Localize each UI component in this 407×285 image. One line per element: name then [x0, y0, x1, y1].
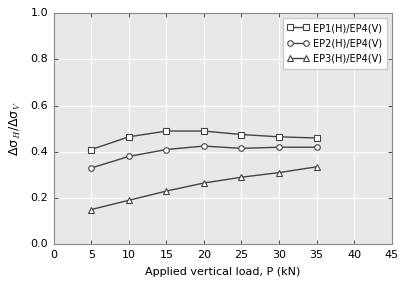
- EP3(H)/EP4(V): [201, 181, 206, 185]
- EP1(H)/EP4(V): [126, 135, 131, 139]
- EP2(H)/EP4(V): [314, 146, 319, 149]
- EP2(H)/EP4(V): [89, 166, 94, 170]
- EP3(H)/EP4(V): [314, 165, 319, 168]
- Line: EP1(H)/EP4(V): EP1(H)/EP4(V): [88, 128, 319, 152]
- Y-axis label: Δσ$_H$/Δσ$_V$: Δσ$_H$/Δσ$_V$: [8, 101, 24, 156]
- Line: EP3(H)/EP4(V): EP3(H)/EP4(V): [88, 164, 319, 212]
- EP2(H)/EP4(V): [239, 147, 244, 150]
- EP3(H)/EP4(V): [89, 208, 94, 211]
- Line: EP2(H)/EP4(V): EP2(H)/EP4(V): [88, 143, 319, 171]
- EP2(H)/EP4(V): [201, 144, 206, 148]
- EP1(H)/EP4(V): [276, 135, 281, 139]
- X-axis label: Applied vertical load, P (kN): Applied vertical load, P (kN): [145, 267, 300, 277]
- EP2(H)/EP4(V): [126, 155, 131, 158]
- EP3(H)/EP4(V): [239, 176, 244, 179]
- EP3(H)/EP4(V): [164, 189, 169, 193]
- EP2(H)/EP4(V): [276, 146, 281, 149]
- EP1(H)/EP4(V): [89, 148, 94, 151]
- EP2(H)/EP4(V): [164, 148, 169, 151]
- EP3(H)/EP4(V): [126, 199, 131, 202]
- EP1(H)/EP4(V): [239, 133, 244, 136]
- Legend: EP1(H)/EP4(V), EP2(H)/EP4(V), EP3(H)/EP4(V): EP1(H)/EP4(V), EP2(H)/EP4(V), EP3(H)/EP4…: [282, 18, 387, 69]
- EP1(H)/EP4(V): [201, 129, 206, 133]
- EP1(H)/EP4(V): [164, 129, 169, 133]
- EP3(H)/EP4(V): [276, 171, 281, 174]
- EP1(H)/EP4(V): [314, 136, 319, 140]
